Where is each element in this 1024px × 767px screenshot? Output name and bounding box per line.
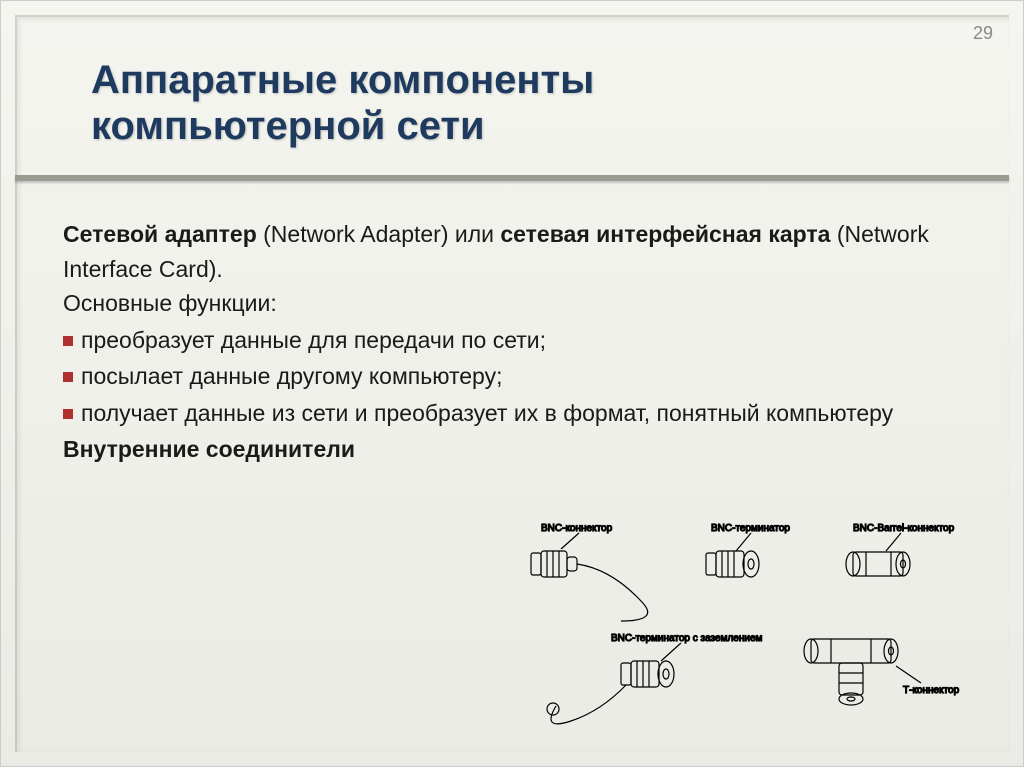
bullet-square-icon xyxy=(63,372,73,382)
diagram-label: BNC-Barrel-коннектор xyxy=(853,523,955,534)
sub-intro: Основные функции: xyxy=(63,286,973,321)
bullet-text: преобразует данные для передачи по сети; xyxy=(81,323,546,358)
bullet-item: преобразует данные для передачи по сети; xyxy=(63,323,973,358)
intro-bold-1: Сетевой адаптер xyxy=(63,221,257,247)
body-text: Сетевой адаптер (Network Adapter) или се… xyxy=(63,217,973,467)
connector-diagram: BNC-коннектор BNC-терминатор BNC-Barrel-… xyxy=(501,521,995,751)
bullet-text: посылает данные другому компьютеру; xyxy=(81,359,502,394)
bullet-square-icon xyxy=(63,336,73,346)
diagram-label: BNC-терминатор с заземлением xyxy=(611,633,763,644)
page-number: 29 xyxy=(973,23,993,44)
sub-heading: Внутренние соединители xyxy=(63,432,973,467)
intro-paragraph: Сетевой адаптер (Network Adapter) или се… xyxy=(63,217,973,286)
intro-plain-1: (Network Adapter) или xyxy=(257,221,501,247)
bullet-item: посылает данные другому компьютеру; xyxy=(63,359,973,394)
diagram-label: BNC-терминатор xyxy=(711,523,790,534)
title-line-2: компьютерной сети xyxy=(91,104,485,148)
intro-bold-2: сетевая интерфейсная карта xyxy=(500,221,830,247)
title-line-1: Аппаратные компоненты xyxy=(91,58,594,102)
diagram-label: BNC-коннектор xyxy=(541,523,613,534)
title-underline xyxy=(15,175,1009,181)
bullet-text: получает данные из сети и преобразует их… xyxy=(81,396,893,431)
bullet-square-icon xyxy=(63,409,73,419)
bullet-item: получает данные из сети и преобразует их… xyxy=(63,396,973,431)
diagram-label: Т-коннектор xyxy=(903,685,960,696)
title-block: Аппаратные компоненты компьютерной сети xyxy=(91,57,973,149)
